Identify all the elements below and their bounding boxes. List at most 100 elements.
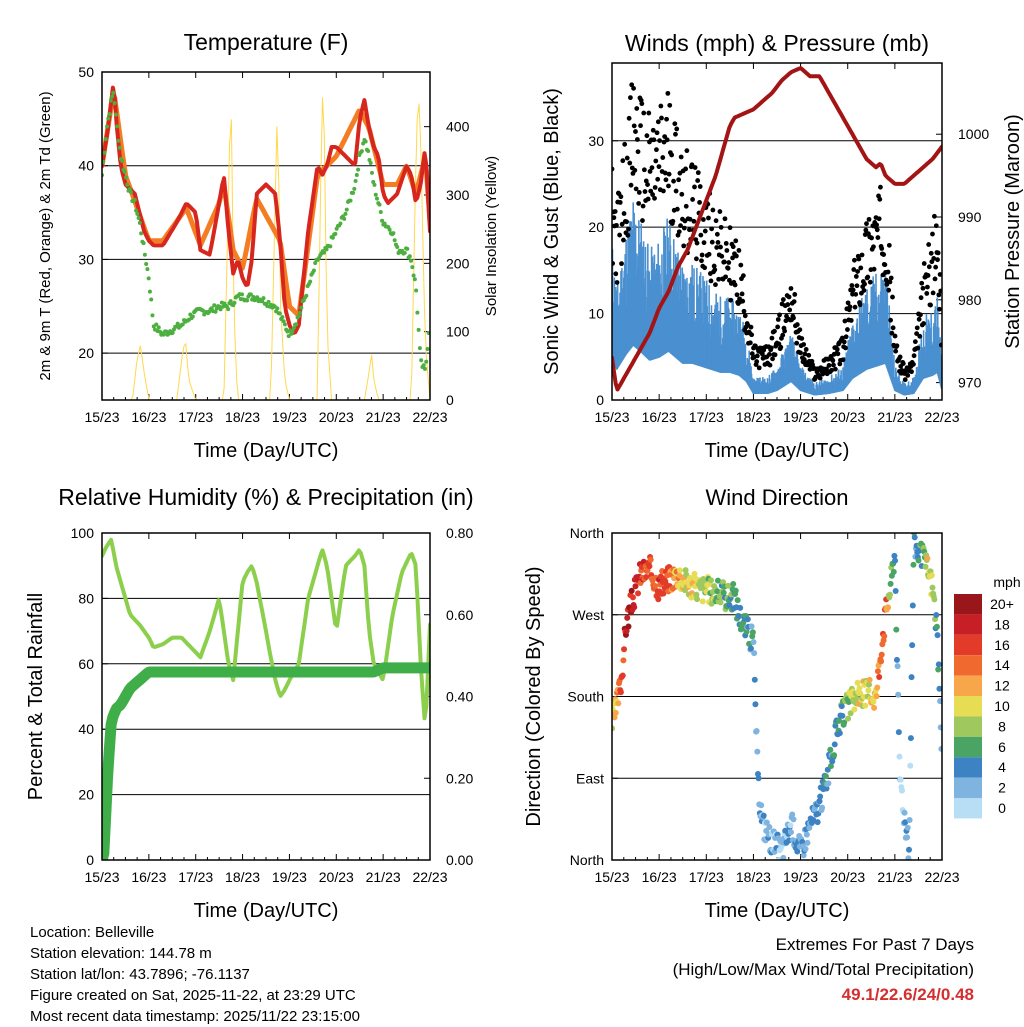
- direction-point: [886, 591, 893, 598]
- x-tick-label: 22/23: [412, 869, 447, 885]
- x-tick-label: 21/23: [366, 869, 401, 885]
- y-tick-label: 50: [78, 64, 94, 80]
- dewpoint-point: [146, 276, 151, 281]
- y2-tick-label: 980: [958, 292, 982, 308]
- gust-point: [931, 256, 937, 261]
- direction-point: [819, 804, 826, 811]
- dewpoint-point: [419, 358, 424, 363]
- y2-axis-label: Station Pressure (Maroon): [1002, 114, 1024, 349]
- direction-point: [699, 598, 706, 605]
- direction-point: [854, 679, 861, 686]
- gust-point: [806, 352, 812, 358]
- dewpoint-point: [147, 289, 152, 294]
- dewpoint-point: [290, 329, 295, 334]
- legend-label: 20+: [990, 596, 1014, 612]
- gust-point: [802, 351, 808, 357]
- direction-point: [747, 645, 754, 652]
- dewpoint-point: [175, 321, 180, 326]
- direction-point: [892, 557, 899, 564]
- gust-point: [627, 160, 633, 166]
- gust-point: [678, 154, 684, 160]
- gust-point: [935, 257, 940, 263]
- dewpoint-point: [422, 366, 427, 371]
- gust-point: [938, 342, 942, 348]
- gust-point: [614, 280, 620, 285]
- y2-tick-label: 0: [446, 392, 454, 408]
- plot-area: [612, 533, 942, 860]
- gust-point: [661, 188, 666, 194]
- dewpoint-point: [115, 124, 120, 129]
- direction-point: [831, 752, 838, 759]
- gust-point: [775, 324, 781, 330]
- dewpoint-point: [106, 116, 111, 121]
- gust-point: [740, 298, 746, 304]
- gust-point: [877, 196, 883, 202]
- gust-point: [639, 101, 645, 107]
- gust-point: [856, 256, 862, 262]
- gust-point: [887, 279, 893, 285]
- gust-point: [692, 165, 698, 170]
- gust-point: [695, 170, 701, 176]
- dewpoint-point: [296, 314, 301, 319]
- x-tick-label: 18/23: [736, 869, 771, 885]
- gust-point: [662, 134, 668, 139]
- dewpoint-point: [421, 363, 426, 368]
- legend-label: 10: [994, 698, 1010, 714]
- gust-point: [888, 275, 894, 281]
- gust-point: [681, 225, 687, 231]
- dewpoint-point: [426, 330, 430, 335]
- legend-label: 18: [994, 616, 1010, 632]
- x-tick-label: 20/23: [319, 869, 354, 885]
- direction-point: [714, 588, 721, 595]
- gust-point: [931, 213, 937, 219]
- direction-point: [935, 666, 942, 673]
- gust-point: [772, 328, 777, 334]
- gust-point: [930, 231, 935, 237]
- gust-point: [652, 185, 658, 190]
- dewpoint-point: [366, 148, 371, 153]
- direction-point: [671, 575, 678, 582]
- direction-point: [931, 596, 938, 603]
- direction-point: [632, 583, 639, 590]
- gust-point: [937, 306, 942, 312]
- dewpoint-point: [424, 359, 429, 364]
- direction-point: [687, 575, 694, 582]
- gust-point: [920, 285, 926, 291]
- x-tick-label: 21/23: [877, 409, 912, 425]
- gust-point: [738, 262, 744, 268]
- dewpoint-point: [280, 315, 285, 320]
- gust-point: [917, 333, 923, 339]
- gust-point: [709, 226, 715, 232]
- legend-label: 4: [998, 759, 1006, 775]
- gust-point: [633, 129, 638, 134]
- gust-point: [613, 271, 619, 277]
- chart-title: Temperature (F): [184, 29, 349, 55]
- dewpoint-point: [190, 314, 195, 319]
- dewpoint-point: [352, 186, 357, 191]
- gust-point: [726, 260, 732, 265]
- gust-point: [628, 95, 633, 101]
- gust-point: [646, 110, 652, 116]
- gust-point: [674, 206, 680, 212]
- x-tick-label: 18/23: [736, 409, 771, 425]
- gust-point: [851, 267, 857, 272]
- direction-point: [876, 673, 883, 680]
- gust-point: [875, 235, 881, 240]
- x-tick-label: 20/23: [830, 869, 865, 885]
- direction-point: [717, 599, 724, 606]
- gust-point: [845, 300, 851, 306]
- gust-point: [714, 245, 720, 250]
- extremes-subtitle: (High/Low/Max Wind/Total Precipitation): [672, 960, 974, 979]
- rainfall-line: [102, 662, 430, 860]
- gust-point: [732, 282, 738, 288]
- dewpoint-point: [367, 157, 372, 162]
- gust-point: [780, 297, 786, 302]
- x-tick-label: 22/23: [412, 409, 447, 425]
- direction-point: [906, 846, 912, 853]
- dewpoint-point: [412, 277, 417, 282]
- direction-point: [652, 582, 659, 589]
- gust-point: [619, 221, 625, 227]
- gust-point: [843, 345, 848, 351]
- dewpoint-point: [298, 310, 303, 315]
- x-tick-label: 15/23: [84, 409, 119, 425]
